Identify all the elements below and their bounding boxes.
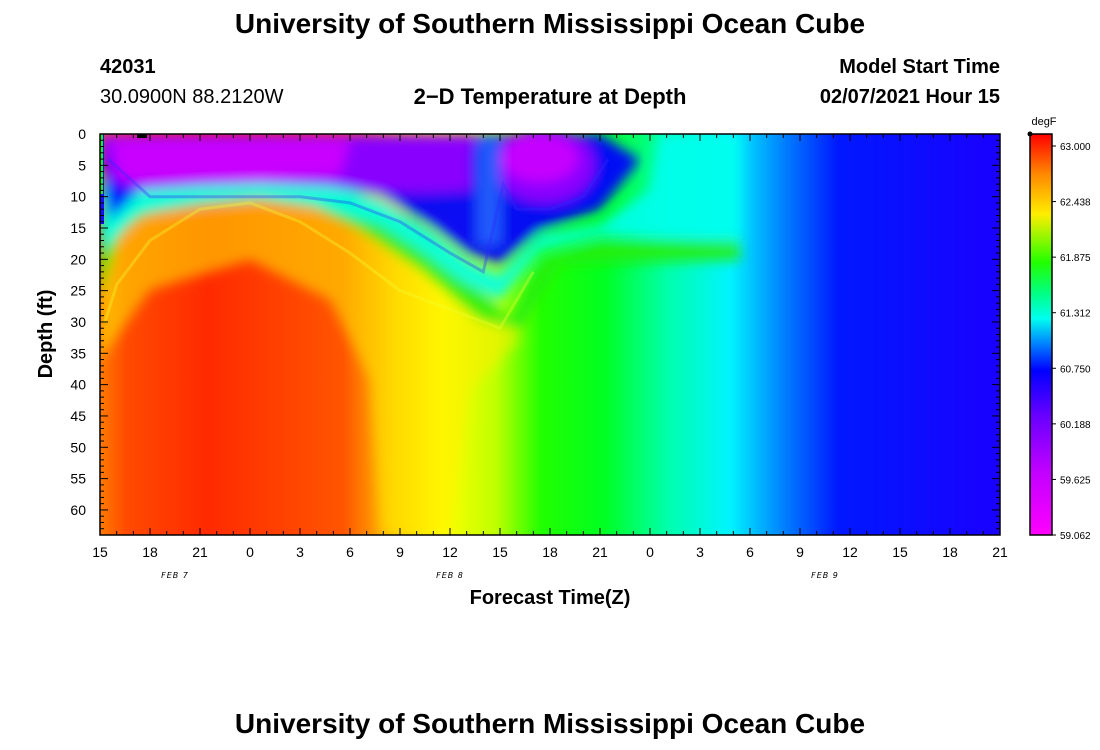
date-label: FEB 8 — [436, 571, 464, 580]
magenta-surface — [110, 140, 350, 182]
x-tick-label: 12 — [842, 544, 858, 560]
x-tick-label: 18 — [142, 544, 158, 560]
x-tick-label: 9 — [396, 544, 404, 560]
x-tick-label: 6 — [346, 544, 354, 560]
cyan-band — [100, 134, 740, 300]
green-edge-strip — [100, 134, 103, 194]
date-label: FEB 7 — [161, 571, 189, 580]
y-tick-label: 40 — [70, 377, 86, 393]
colorbar-axis: 63.000 62.438 61.875 61.312 60.750 60.188 59.6… — [1027, 131, 1091, 542]
y-tick-label: 45 — [70, 408, 86, 424]
colorbar-unit: degF — [1031, 116, 1056, 128]
colorbar-tick-label: 59.625 — [1060, 475, 1091, 486]
x-tick-label: 18 — [542, 544, 558, 560]
chart-title-bottom: University of Southern Mississippi Ocean… — [234, 708, 866, 739]
y-tick-label: 10 — [70, 189, 86, 205]
colorbar-tick-label: 60.750 — [1060, 364, 1091, 375]
cyan-column — [478, 134, 500, 244]
x-tick-label: 21 — [192, 544, 208, 560]
model-start-time: 02/07/2021 Hour 15 — [819, 86, 1000, 108]
y-tick-label: 25 — [70, 283, 86, 299]
x-tick-label: 3 — [696, 544, 704, 560]
y-tick-label: 60 — [70, 502, 86, 518]
y-tick-label: 30 — [70, 314, 86, 330]
x-tick-label: 9 — [796, 544, 804, 560]
surface-marker — [137, 134, 147, 138]
x-tick-label: 0 — [246, 544, 254, 560]
x-tick-label: 12 — [442, 544, 458, 560]
colorbar — [1029, 133, 1053, 536]
thermocline-boundary — [103, 201, 535, 331]
magenta-pocket — [502, 134, 578, 182]
colorbar-tick-label: 61.875 — [1060, 253, 1091, 264]
x-tick-label: 21 — [992, 544, 1008, 560]
x-tick-label: 0 — [646, 544, 654, 560]
station-id: 42031 — [100, 56, 156, 78]
surface-layer-boundary — [107, 157, 610, 275]
y-tick-label: 5 — [78, 157, 86, 173]
y-tick-label: 35 — [70, 345, 86, 361]
x-tick-label: 18 — [942, 544, 958, 560]
x-axis-label: Forecast Time(Z) — [470, 587, 631, 609]
y-tick-label: 50 — [70, 439, 86, 455]
colorbar-corner-dot — [1027, 131, 1033, 137]
y-axis: 0 5 10 15 20 25 30 35 40 45 50 55 60 — [70, 126, 1000, 536]
x-tick-label: 15 — [492, 544, 508, 560]
colorbar-tick-label: 61.312 — [1060, 309, 1091, 320]
heatmap-field — [100, 134, 1000, 535]
colorbar-tick-label: 62.438 — [1060, 198, 1091, 209]
colorbar-tick-label: 60.188 — [1060, 420, 1091, 431]
x-axis: 15 18 21 0 3 6 9 12 15 18 21 0 3 6 9 12 15 18 21 — [92, 134, 1008, 560]
colorbar-tick-label: 59.062 — [1060, 531, 1091, 542]
y-axis-label: Depth (ft) — [35, 290, 57, 379]
date-label: FEB 9 — [811, 571, 839, 580]
x-tick-label: 3 — [296, 544, 304, 560]
x-tick-label: 15 — [92, 544, 108, 560]
plot-title: 2−D Temperature at Depth — [413, 84, 687, 109]
y-tick-label: 55 — [70, 471, 86, 487]
colorbar-tick-label: 63.000 — [1060, 142, 1091, 153]
model-start-label: Model Start Time — [839, 56, 1000, 78]
x-tick-label: 6 — [746, 544, 754, 560]
y-tick-label: 15 — [70, 220, 86, 236]
date-labels: FEB 7 FEB 8 FEB 9 — [161, 571, 839, 580]
station-coords: 30.0900N 88.2120W — [100, 86, 284, 108]
layer-boundaries — [103, 157, 610, 331]
y-tick-label: 20 — [70, 251, 86, 267]
x-tick-label: 15 — [892, 544, 908, 560]
chart-title-top: University of Southern Mississippi Ocean… — [234, 8, 866, 39]
y-tick-label: 0 — [78, 126, 86, 142]
x-tick-label: 21 — [592, 544, 608, 560]
